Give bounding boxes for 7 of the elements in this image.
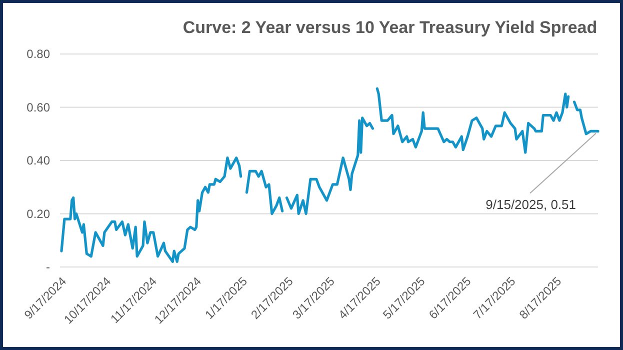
y-tick-label: 0.80 <box>26 47 50 62</box>
y-tick-label: 0.60 <box>26 100 50 114</box>
y-tick-label: 0.40 <box>26 154 50 168</box>
y-tick-label: 0.20 <box>26 206 50 221</box>
annotation: 9/15/2025, 0.51 <box>486 197 576 212</box>
y-tick-label: - <box>46 260 50 274</box>
chart-title: Curve: 2 Year versus 10 Year Treasury Yield Spread <box>182 18 598 37</box>
